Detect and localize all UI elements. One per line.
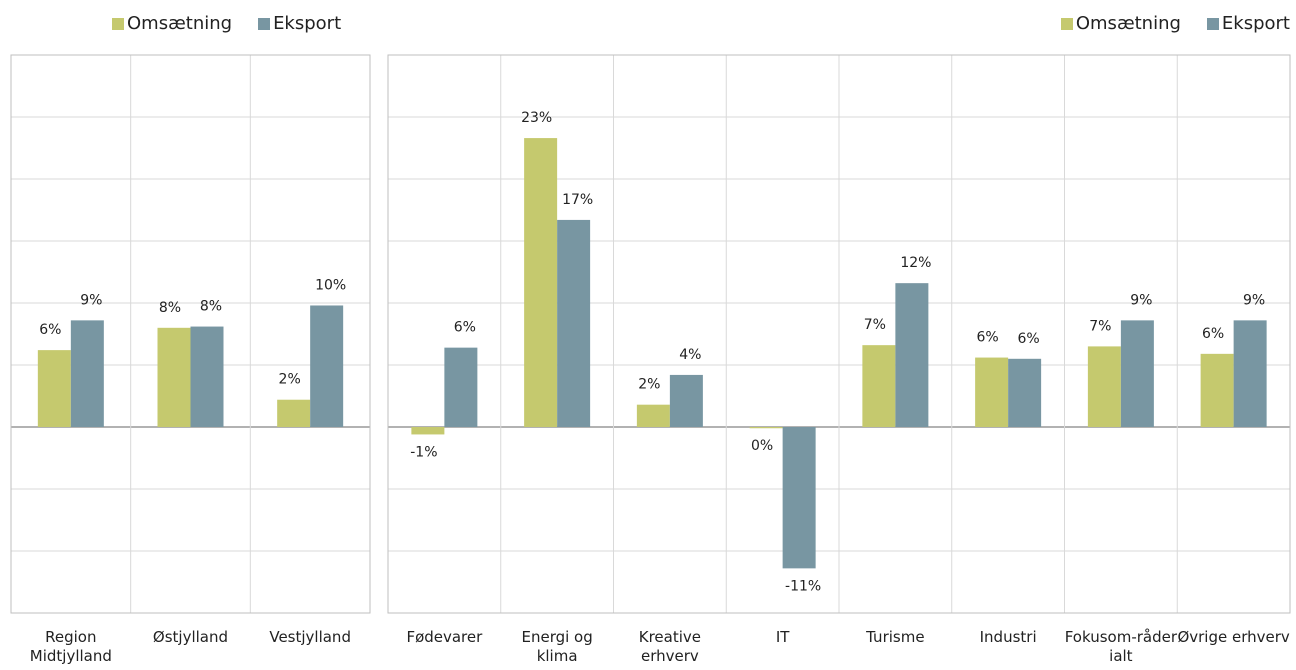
bar: [444, 347, 478, 427]
bar: [669, 374, 703, 427]
data-label: 23%: [521, 110, 552, 126]
data-label: 6%: [39, 322, 61, 338]
x-tick-label: Industri: [979, 628, 1037, 646]
bar: [636, 404, 670, 427]
bar: [895, 283, 929, 427]
bar: [749, 427, 783, 429]
bar: [1120, 320, 1154, 427]
bar: [1008, 358, 1042, 427]
bar: [557, 219, 591, 427]
data-label: -11%: [785, 578, 821, 594]
bar: [190, 326, 224, 427]
x-tick-label: Region Midtjylland: [29, 628, 112, 665]
legend-label: Omsætning: [127, 13, 233, 34]
plot-border: [387, 54, 1291, 614]
bar: [411, 427, 445, 435]
bar: [1200, 353, 1234, 427]
bar: [975, 357, 1009, 427]
legend-swatch: [112, 17, 124, 30]
data-label: -1%: [410, 444, 437, 460]
bar: [862, 345, 896, 427]
data-label: 0%: [751, 438, 773, 454]
bar: [1233, 320, 1267, 427]
x-tick-label: Kreative erhverv: [638, 628, 701, 665]
x-tick-label: Øvrige erhverv: [1177, 628, 1290, 646]
data-label: 9%: [80, 292, 102, 308]
data-label: 9%: [1130, 292, 1152, 308]
legend-label: Omsætning: [1075, 13, 1181, 34]
bar: [782, 427, 816, 569]
data-label: 4%: [679, 347, 701, 363]
data-label: 6%: [1018, 331, 1040, 347]
data-label: 8%: [159, 300, 181, 316]
legend-label: Eksport: [273, 13, 342, 34]
legend: Omsætning Eksport: [100, 13, 341, 34]
data-label: 2%: [638, 377, 660, 393]
plot-border: [10, 54, 371, 614]
bar: [70, 320, 104, 427]
x-tick-label: Energi og klima: [521, 628, 593, 665]
data-label: 12%: [900, 255, 931, 271]
data-label: 6%: [454, 320, 476, 336]
legend-label: Eksport: [1221, 13, 1290, 34]
x-tick-label: Fokusom-råder ialt: [1064, 628, 1178, 665]
legend-swatch: [258, 17, 271, 30]
bar: [310, 305, 344, 427]
bar: [524, 138, 558, 427]
data-label: 6%: [977, 330, 999, 346]
bar: [157, 327, 191, 427]
data-label: 2%: [279, 372, 301, 388]
x-tick-label: Østjylland: [152, 628, 229, 646]
bar: [1087, 346, 1121, 427]
legend: Omsætning Eksport: [1049, 13, 1290, 34]
data-label: 7%: [1089, 318, 1111, 334]
legend-swatch: [1060, 17, 1073, 30]
data-label: 10%: [315, 277, 346, 293]
x-tick-label: IT: [775, 628, 790, 646]
x-tick-label: Vestjylland: [269, 628, 351, 646]
data-label: 9%: [1243, 292, 1265, 308]
data-label: 6%: [1202, 326, 1224, 342]
bar: [37, 350, 71, 427]
data-label: 8%: [200, 299, 222, 315]
x-tick-label: Turisme: [866, 628, 925, 646]
x-tick-label: Fødevarer: [406, 628, 483, 646]
legend-swatch: [1206, 17, 1219, 30]
data-label: 17%: [562, 192, 593, 208]
bar: [277, 399, 311, 427]
data-label: 7%: [864, 317, 886, 333]
